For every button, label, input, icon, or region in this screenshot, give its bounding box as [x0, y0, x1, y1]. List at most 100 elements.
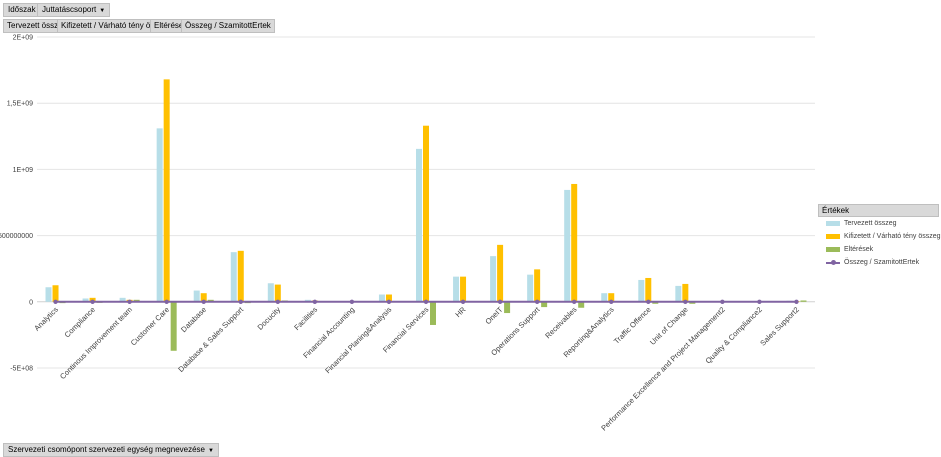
legend: Értékek Tervezett összeg Kifizetett / Vá… [818, 204, 941, 270]
value-field-label: Eltérések [154, 21, 188, 30]
line-point [646, 299, 651, 304]
line-point [497, 299, 503, 304]
line-point [534, 299, 540, 304]
value-field-computed[interactable]: Összeg / SzamitottErtek [181, 19, 275, 33]
legend-title[interactable]: Értékek [818, 204, 939, 217]
bar [378, 294, 385, 302]
bar-series [45, 79, 807, 351]
legend-label: Kifizetett / Várható tény összeg [844, 233, 941, 240]
line-point [609, 299, 614, 304]
line-point [164, 299, 169, 304]
bar [430, 301, 436, 325]
line-point [127, 299, 132, 304]
value-field-label: Kifizetett / Várható tény összeg [61, 21, 172, 30]
y-tick-label: 1,5E+09 [7, 101, 33, 108]
bar [385, 294, 392, 302]
bar [230, 252, 237, 302]
x-tick-label: Facilities [292, 305, 319, 332]
value-field-planned[interactable]: Tervezett összeg [3, 19, 72, 33]
legend-label: Összeg / SzamitottErtek [844, 259, 920, 266]
y-tick-label: 1E+09 [13, 167, 34, 174]
bar [571, 183, 578, 302]
legend-label: Eltérések [844, 246, 874, 253]
line-point [53, 299, 58, 304]
bar [534, 269, 541, 302]
bar [800, 300, 807, 302]
bar [416, 148, 422, 302]
value-field-paid[interactable]: Kifizetett / Várható tény összeg [57, 19, 176, 33]
legend-marker [831, 260, 836, 265]
dropdown-arrow-icon: ▼ [208, 448, 214, 454]
bar [490, 256, 497, 302]
bar [682, 283, 689, 302]
bar [504, 301, 511, 314]
bar [193, 290, 200, 302]
x-tick-label: OneIT [483, 305, 504, 326]
bar [601, 293, 608, 302]
line-point [312, 299, 318, 304]
y-axis-tick-labels: 2E+09 1,5E+09 1E+09 500000000 0 -5E+08 [0, 35, 33, 373]
axis-field-button[interactable]: Szervezeti csomópont szervezeti egység m… [3, 443, 219, 457]
bar [274, 284, 281, 302]
bar [578, 301, 585, 308]
line-point [460, 299, 466, 304]
bar [156, 128, 163, 302]
y-tick-label: 2E+09 [13, 35, 34, 42]
legend-item-computed: Összeg / SzamitottErtek [818, 256, 939, 269]
bar [608, 293, 615, 302]
x-tick-label: Receivables [543, 305, 578, 340]
x-tick-label: Continous Improvement team [58, 305, 134, 381]
x-tick-label: Sales Support2 [758, 305, 801, 348]
x-tick-label: Financial Planing&Analysis [323, 305, 393, 375]
bar [527, 274, 534, 302]
x-tick-label: Compliance [63, 305, 97, 339]
x-tick-label: Database & Sales Support [176, 304, 246, 374]
bar [645, 277, 652, 302]
line-point [90, 299, 95, 304]
line-point [386, 299, 392, 304]
x-tick-label: Analytics [32, 305, 60, 333]
bar [675, 285, 682, 302]
axis-field-label: Szervezeti csomópont szervezeti egység m… [8, 445, 205, 454]
line-point [238, 299, 243, 304]
bar [497, 244, 504, 302]
bar [460, 276, 467, 302]
x-tick-label: HR [453, 305, 467, 319]
bar [638, 279, 645, 302]
line-point [757, 299, 762, 304]
bar [170, 301, 177, 351]
x-tick-label: Docucity [256, 305, 283, 332]
y-tick-label: 0 [29, 299, 33, 306]
line-point [683, 299, 688, 304]
x-tick-label: Database [179, 305, 208, 334]
legend-swatch [826, 221, 840, 226]
bar [541, 301, 548, 308]
legend-swatch [826, 247, 840, 252]
legend-label: Tervezett összeg [844, 220, 897, 227]
value-field-label: Összeg / SzamitottErtek [185, 21, 271, 30]
line-point [423, 299, 429, 304]
filter-label: Időszak [8, 5, 36, 14]
line-point [720, 299, 725, 304]
x-tick-label: Unit of Change [648, 305, 690, 347]
line-point [201, 299, 206, 304]
bar [119, 297, 126, 302]
bar [453, 276, 460, 302]
value-field-label: Tervezett összeg [7, 21, 68, 30]
line-point [794, 299, 799, 304]
y-tick-label: 500000000 [0, 233, 33, 240]
bar [163, 79, 170, 302]
bar [564, 189, 571, 302]
legend-item-planned: Tervezett összeg [818, 217, 939, 230]
dropdown-arrow-icon: ▼ [99, 8, 106, 14]
bar [200, 293, 207, 302]
bar [82, 298, 89, 302]
legend-swatch [826, 234, 840, 239]
y-tick-label: -5E+08 [10, 366, 33, 373]
legend-item-paid: Kifizetett / Várható tény összeg [818, 230, 941, 243]
bar [45, 287, 52, 302]
filter-label: Juttatáscsoport [42, 5, 97, 14]
line-point [349, 299, 355, 304]
filter-button-benefit-group[interactable]: Juttatáscsoport ▼ [37, 3, 111, 17]
